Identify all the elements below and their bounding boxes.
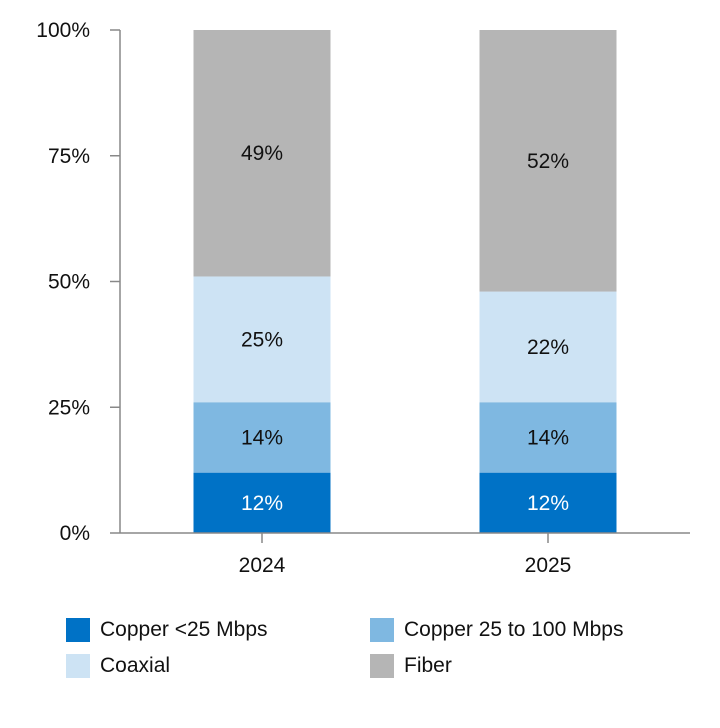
bar-segment [193,30,331,277]
bar-segment [193,276,331,403]
y-tick-label: 25% [48,396,90,419]
bar-segment [479,291,617,403]
legend-label: Copper 25 to 100 Mbps [404,618,624,641]
legend-item-coaxial: Coaxial [66,654,170,678]
legend-item-fiber: Fiber [370,654,452,678]
data-label: 12% [527,492,569,515]
y-tick-label: 50% [48,271,90,294]
legend-swatch [66,618,90,642]
data-label: 12% [241,492,283,515]
bar-segment [193,402,331,473]
x-tick-label: 2024 [239,554,286,577]
data-label: 49% [241,142,283,165]
data-label: 25% [241,328,283,351]
data-label: 14% [527,426,569,449]
legend-label: Copper <25 Mbps [100,618,268,641]
y-tick-label: 75% [48,145,90,168]
legend-item-copper-25-100: Copper 25 to 100 Mbps [370,618,623,642]
bar-segment [479,30,617,292]
data-label: 14% [241,426,283,449]
legend-swatch [370,618,394,642]
data-label: 22% [527,336,569,359]
bar-segment [193,472,331,533]
bar-segment [479,472,617,533]
legend-swatch [66,654,90,678]
y-tick-label: 100% [36,19,90,42]
y-tick-label: 0% [60,522,90,545]
data-label: 52% [527,150,569,173]
bar-segment [479,402,617,473]
legend-item-copper-lt25: Copper <25 Mbps [66,618,268,642]
legend-label: Coaxial [100,654,171,677]
x-tick-label: 2025 [525,554,572,577]
legend-swatch [370,654,394,678]
legend-label: Fiber [404,654,452,677]
